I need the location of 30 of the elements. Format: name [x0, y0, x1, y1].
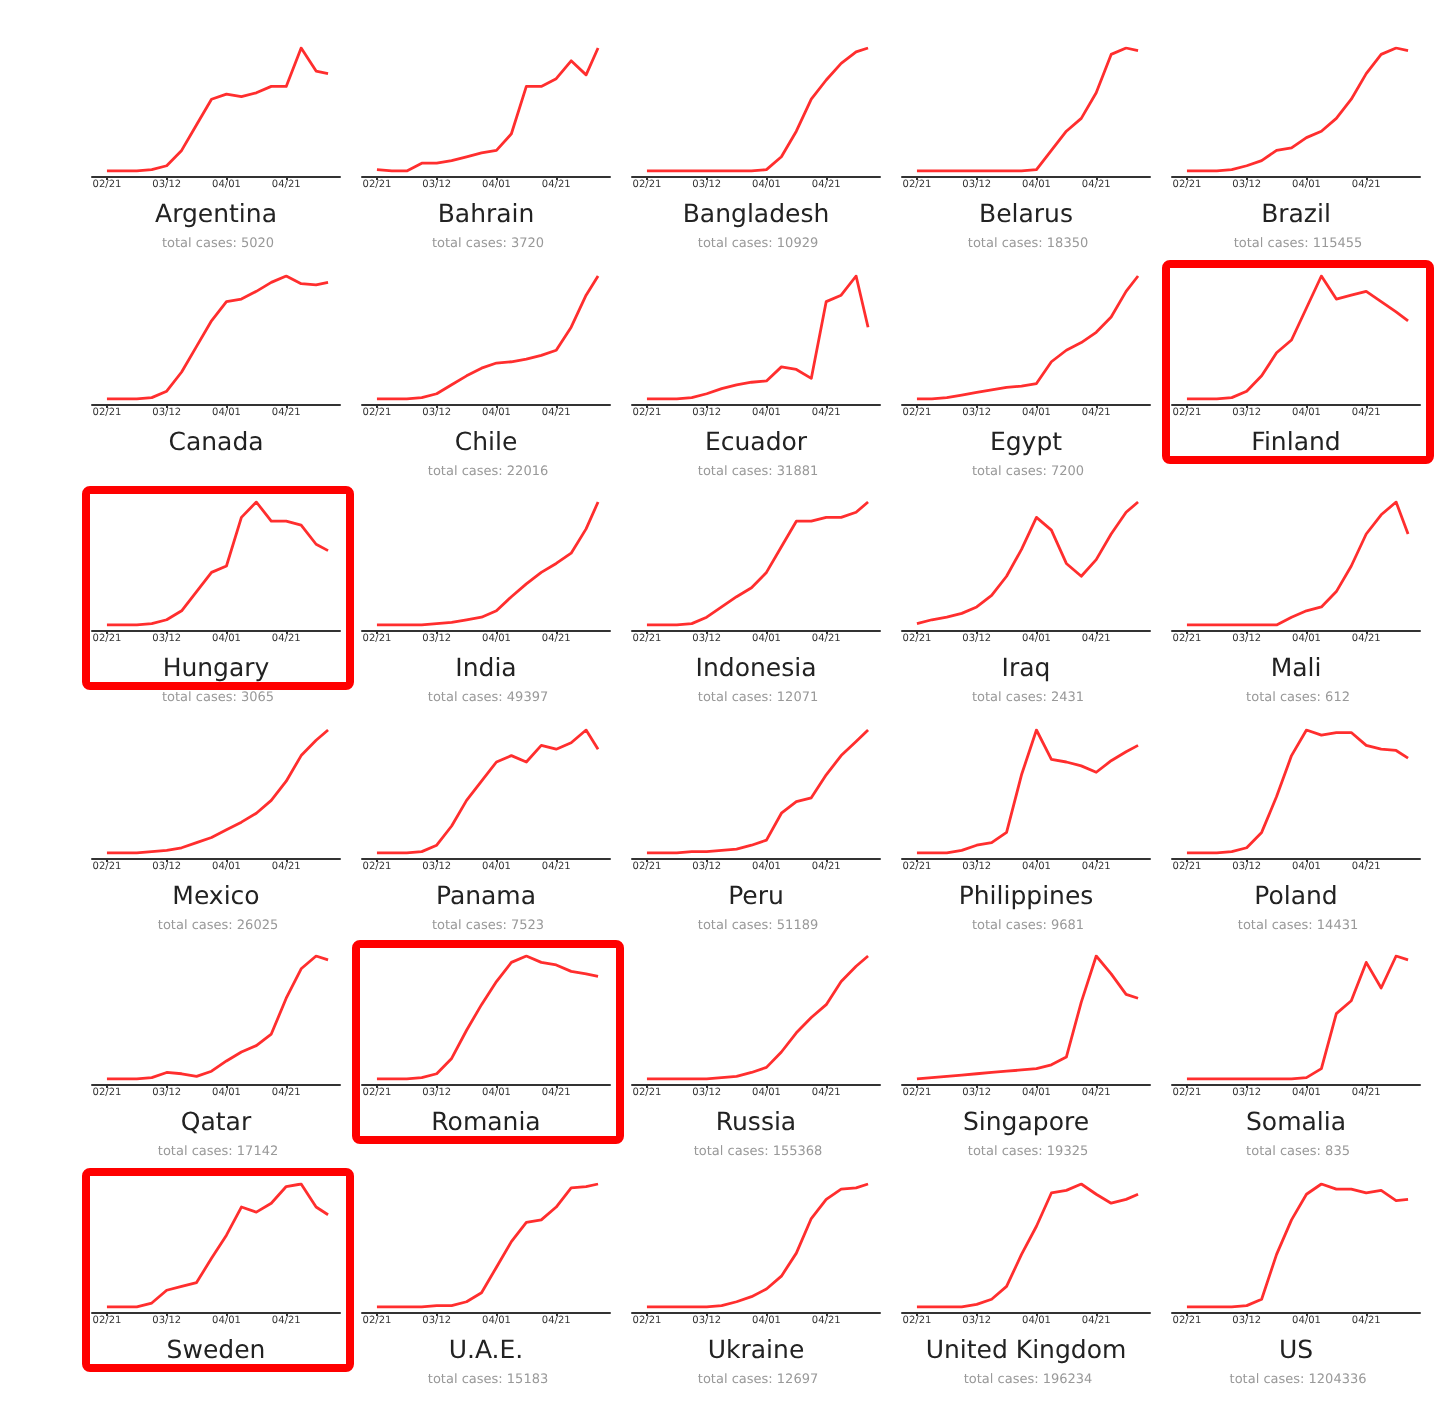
x-axis-title: Bahrain [437, 197, 535, 228]
x-axis-title: U.A.E. [448, 1332, 524, 1363]
x-axis-title: Singapore [962, 1105, 1090, 1136]
x-axis-title: Panama [435, 878, 537, 909]
x-axis-title: Russia [715, 1105, 797, 1136]
x-axis-title: United Kingdom [925, 1332, 1127, 1363]
x-axis-title: Mexico [172, 878, 260, 909]
x-axis-title: Sweden [166, 1332, 266, 1363]
x-axis-title: Canada [168, 424, 264, 455]
x-axis-title: Indonesia [695, 651, 817, 682]
x-axis-title: Mali [1270, 651, 1322, 682]
x-axis-title: Iraq [1001, 651, 1051, 682]
x-axis-title: Somalia [1245, 1105, 1347, 1136]
x-axis-title: Philippines [958, 878, 1094, 909]
x-axis-title: Qatar [180, 1105, 253, 1136]
x-axis-title: Romania [431, 1105, 541, 1136]
x-axis-title: US [1278, 1332, 1314, 1363]
x-axis-title: Poland [1254, 878, 1338, 909]
x-axis-title: Hungary [162, 651, 271, 682]
x-axis-title: Finland [1251, 424, 1341, 455]
x-axis-title: India [455, 651, 517, 682]
x-axis-title: Brazil [1261, 197, 1331, 228]
x-axis-title: Chile [454, 424, 518, 455]
x-axis-title: Egypt [989, 424, 1063, 455]
x-axis-title: Ecuador [704, 424, 809, 455]
x-axis-title: Belarus [979, 197, 1073, 228]
x-axis-title: Bangladesh [682, 197, 830, 228]
x-axis-title: Peru [728, 878, 784, 909]
x-axis-title: Ukraine [707, 1332, 805, 1363]
x-axis-title: Argentina [155, 197, 277, 228]
